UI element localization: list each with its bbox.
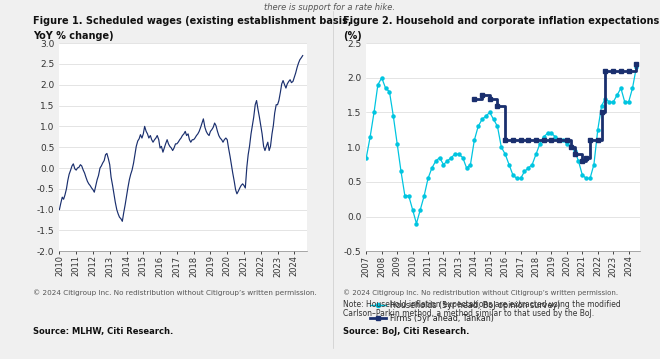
Text: Source: BoJ, Citi Research.: Source: BoJ, Citi Research. (343, 327, 469, 336)
Legend: Households (5yr head, BoJ opinion survey), Firms (5yr ahead, Tankan): Households (5yr head, BoJ opinion survey… (370, 301, 561, 323)
Text: Source: MLHW, Citi Research.: Source: MLHW, Citi Research. (33, 327, 173, 336)
Text: Note: Household inflation expectations are extracted using the modified: Note: Household inflation expectations a… (343, 300, 621, 309)
Text: © 2024 Citigroup Inc. No redistribution without Citigroup’s written permission.: © 2024 Citigroup Inc. No redistribution … (343, 289, 618, 296)
Text: YoY % change): YoY % change) (33, 31, 114, 41)
Text: Figure 2. Household and corporate inflation expectations: Figure 2. Household and corporate inflat… (343, 16, 659, 26)
Text: Carlson–Parkin method, a method similar to that used by the BoJ.: Carlson–Parkin method, a method similar … (343, 309, 594, 318)
Text: © 2024 Citigroup Inc. No redistribution without Citigroup’s written permission.: © 2024 Citigroup Inc. No redistribution … (33, 289, 317, 296)
Text: Figure 1. Scheduled wages (existing establishment basis,: Figure 1. Scheduled wages (existing esta… (33, 16, 352, 26)
Text: there is support for a rate hike.: there is support for a rate hike. (265, 3, 395, 11)
Text: (%): (%) (343, 31, 362, 41)
